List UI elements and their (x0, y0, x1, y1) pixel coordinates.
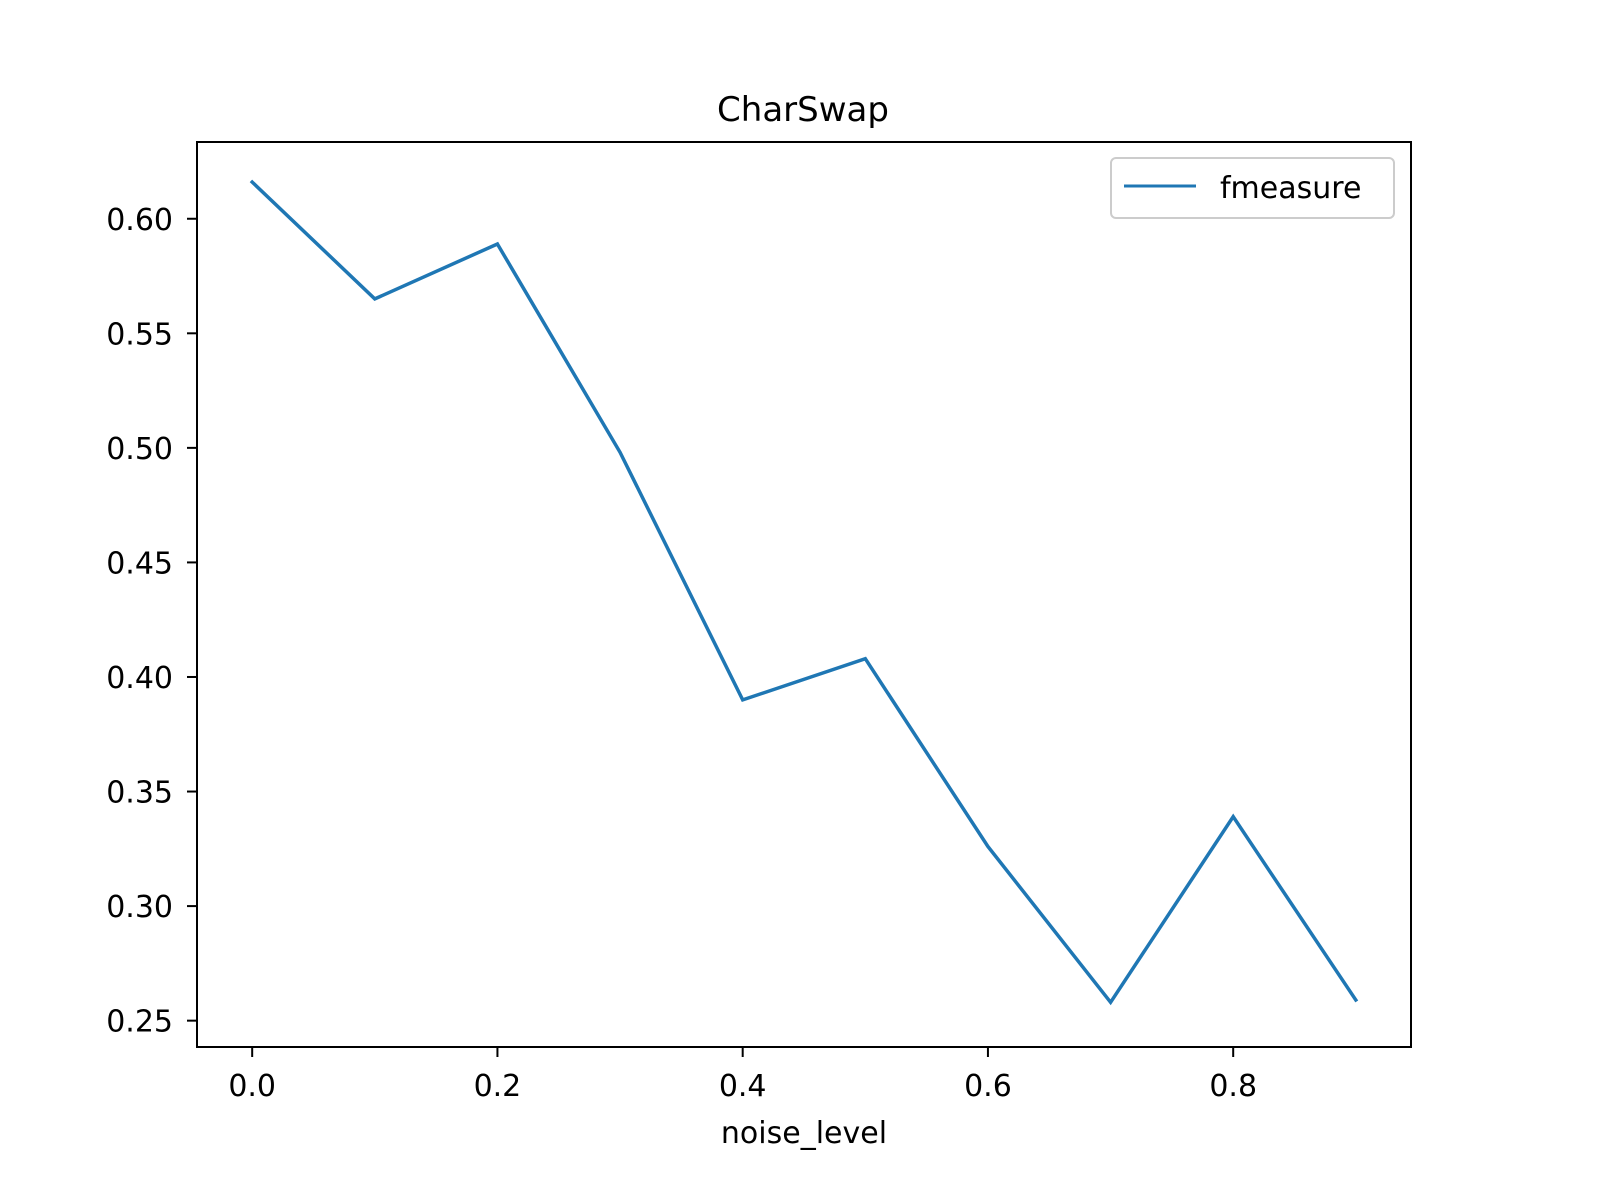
x-axis-label: noise_level (721, 1116, 887, 1151)
x-tick-label: 0.2 (474, 1069, 522, 1104)
y-tick-label: 0.60 (106, 203, 173, 238)
x-tick-label: 0.0 (228, 1069, 276, 1104)
y-tick-label: 0.25 (106, 1005, 173, 1040)
series-layer (249, 179, 1359, 1006)
y-tick-label: 0.35 (106, 776, 173, 811)
x-tick-label: 0.4 (719, 1069, 767, 1104)
legend-label-fmeasure: fmeasure (1220, 171, 1361, 206)
x-axis-ticks: 0.0 0.2 0.4 0.6 0.8 (228, 1047, 1257, 1104)
y-tick-label: 0.50 (106, 432, 173, 467)
y-axis-ticks: 0.25 0.30 0.35 0.40 0.45 0.50 0.55 0.60 (106, 203, 197, 1040)
legend-frame (1110, 157, 1395, 219)
y-tick-label: 0.55 (106, 317, 173, 352)
plot-area-frame (196, 141, 1412, 1048)
y-tick-label: 0.45 (106, 546, 173, 581)
x-tick-label: 0.6 (964, 1069, 1012, 1104)
y-tick-label: 0.40 (106, 661, 173, 696)
series-line-fmeasure (249, 179, 1359, 1006)
y-tick-label: 0.30 (106, 890, 173, 925)
chart-title: CharSwap (717, 90, 889, 130)
x-tick-label: 0.8 (1209, 1069, 1257, 1104)
legend: fmeasure (1110, 157, 1395, 219)
